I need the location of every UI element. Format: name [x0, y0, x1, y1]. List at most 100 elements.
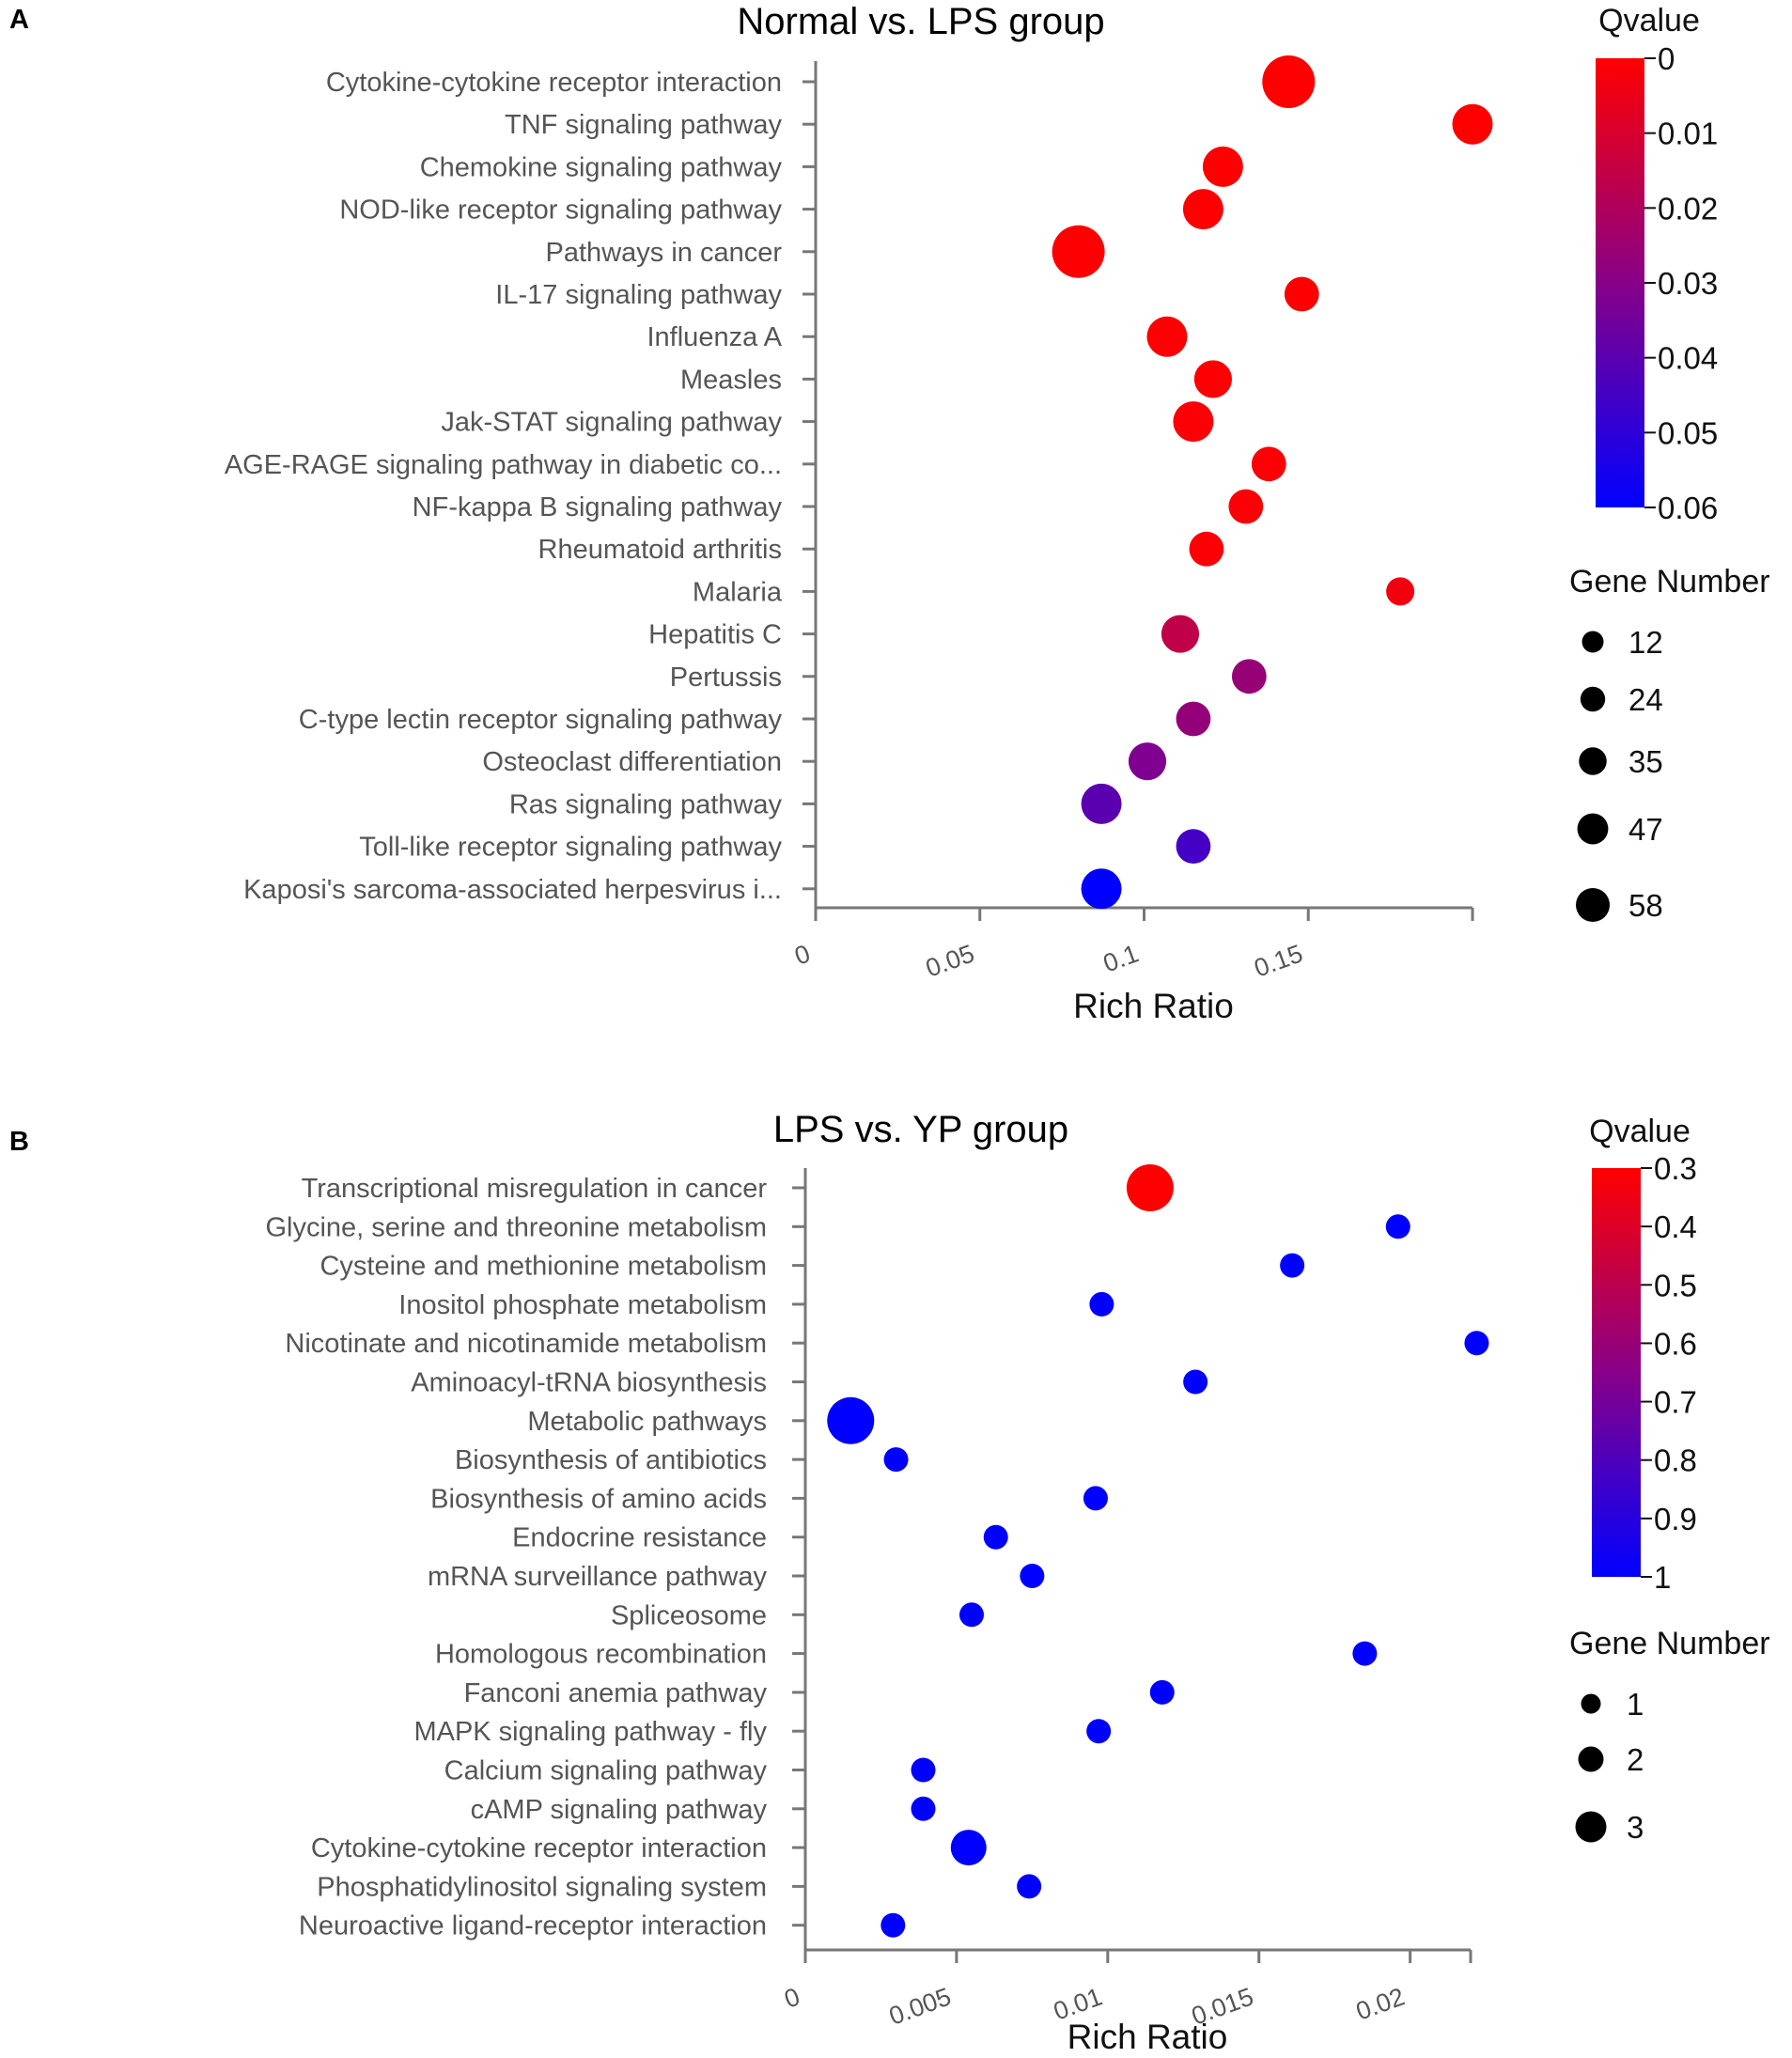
- panel-a-qvalue-colorbar: [1596, 58, 1644, 507]
- panel-a-category-label: Osteoclast differentiation: [482, 747, 782, 777]
- panel-a-x-tick-label: 0.1: [1099, 939, 1143, 977]
- panel-b-data-point: [1464, 1331, 1489, 1356]
- panel-b-colorbar-tick-label: 0.9: [1654, 1502, 1697, 1536]
- panel-b-gene-number-legend-label: 1: [1627, 1687, 1644, 1722]
- panel-b-data-point: [1183, 1369, 1208, 1395]
- panel-b-colorbar-tick-label: 0.3: [1654, 1151, 1697, 1186]
- panel-b-category-label: Metabolic pathways: [527, 1407, 767, 1437]
- panel-b-colorbar-tick-label: 0.8: [1654, 1443, 1697, 1478]
- panel-a-label: A: [9, 5, 29, 35]
- panel-b-data-point: [1089, 1291, 1114, 1317]
- panel-b-colorbar-tick-label: 1: [1654, 1560, 1671, 1595]
- panel-b-gene-number-legend-marker: [1581, 1693, 1601, 1714]
- panel-a-gene-number-legend-label: 35: [1628, 744, 1663, 779]
- panel-b-category-label: Biosynthesis of antibiotics: [455, 1445, 767, 1475]
- panel-b-data-point: [1083, 1486, 1108, 1511]
- panel-a-gene-number-legend-marker: [1576, 888, 1610, 922]
- panel-a-category-label: AGE-RAGE signaling pathway in diabetic c…: [225, 450, 782, 480]
- panel-b-data-point: [1126, 1164, 1174, 1211]
- panel-b-data-point: [950, 1830, 987, 1866]
- panel-a-data-point: [1161, 615, 1200, 653]
- panel-a-colorbar-tick-label: 0.06: [1658, 491, 1718, 525]
- panel-a-colorbar-tick-label: 0.04: [1658, 341, 1718, 376]
- panel-a-category-label: Jak-STAT signaling pathway: [441, 408, 782, 438]
- panel-a-colorbar-tick-label: 0.05: [1658, 415, 1718, 450]
- panel-b-qvalue-legend-title: Qvalue: [1589, 1114, 1691, 1149]
- panel-a-category-label: Rheumatoid arthritis: [538, 535, 783, 565]
- panel-a-colorbar-tick-label: 0: [1658, 41, 1675, 76]
- panel-a-data-point: [1452, 103, 1493, 145]
- panel-b-category-label: mRNA surveillance pathway: [428, 1562, 768, 1592]
- panel-a-data-point: [1128, 742, 1167, 781]
- panel-b-data-point: [1149, 1679, 1175, 1705]
- panel-b-category-label: Phosphatidylinositol signaling system: [317, 1872, 767, 1902]
- panel-a-gene-number-legend-marker: [1580, 686, 1606, 712]
- panel-a-category-label: Toll-like receptor signaling pathway: [359, 833, 782, 863]
- panel-a-category-label: Pertussis: [670, 663, 782, 693]
- panel-b-data-point: [827, 1396, 875, 1444]
- panel-b-data-point: [1020, 1564, 1045, 1588]
- panel-b-x-tick-label: 0.02: [1352, 1982, 1409, 2025]
- panel-b-label: B: [9, 1127, 29, 1157]
- panel-b-category-label: Neuroactive ligand-receptor interaction: [299, 1911, 767, 1941]
- panel-b-x-tick-label: 0: [781, 1982, 803, 2013]
- panel-a-gene-number-legend-label: 58: [1628, 888, 1663, 923]
- panel-b-qvalue-colorbar: [1592, 1168, 1641, 1577]
- panel-a-gene-number-legend-title: Gene Number: [1569, 564, 1770, 600]
- panel-a-category-label: NF-kappa B signaling pathway: [413, 492, 783, 522]
- panel-b-gene-number-legend-label: 2: [1627, 1742, 1644, 1777]
- panel-a-gene-number-legend-label: 47: [1628, 812, 1663, 847]
- panel-b-x-tick-label: 0.005: [885, 1982, 955, 2030]
- panel-a-data-point: [1182, 189, 1223, 230]
- panel-a-data-point: [1228, 489, 1264, 524]
- panel-a-category-label: Influenza A: [647, 322, 783, 352]
- panel-a-gene-number-legend-label: 24: [1628, 682, 1663, 717]
- panel-a-gene-number-legend-marker: [1582, 631, 1604, 653]
- panel-a-data-point: [1081, 783, 1122, 824]
- panel-a-category-label: Hepatitis C: [648, 620, 782, 650]
- panel-b-data-point: [1086, 1719, 1112, 1744]
- panel-b-data-point: [1352, 1641, 1378, 1666]
- panel-a-data-point: [1231, 659, 1267, 694]
- panel-b-category-label: Calcium signaling pathway: [444, 1756, 768, 1786]
- panel-b-category-label: Aminoacyl-tRNA biosynthesis: [411, 1368, 767, 1398]
- panel-a-data-point: [1052, 225, 1105, 278]
- panel-b-data-point: [959, 1602, 984, 1628]
- panel-a-colorbar-tick-label: 0.03: [1658, 266, 1718, 301]
- panel-b-category-label: Homologous recombination: [435, 1640, 767, 1670]
- panel-b-data-point: [911, 1796, 936, 1821]
- panel-b-category-label: Spliceosome: [611, 1600, 767, 1630]
- panel-b-colorbar-tick-label: 0.7: [1654, 1385, 1697, 1420]
- panel-b-gene-number-legend-marker: [1575, 1811, 1607, 1843]
- panel-a-category-label: NOD-like receptor signaling pathway: [339, 195, 782, 226]
- panel-b-colorbar-tick-label: 0.6: [1654, 1326, 1697, 1361]
- panel-b-colorbar-tick-label: 0.4: [1654, 1209, 1697, 1244]
- panel-b-category-label: Cysteine and methionine metabolism: [319, 1252, 767, 1282]
- panel-a-data-point: [1189, 531, 1224, 567]
- panel-b-gene-number-legend-label: 3: [1627, 1810, 1644, 1845]
- panel-b-gene-number-legend-marker: [1578, 1746, 1604, 1772]
- panel-b-data-point: [911, 1757, 936, 1783]
- panel-a-gene-number-legend-marker: [1577, 813, 1609, 845]
- panel-b-category-label: Nicotinate and nicotinamide metabolism: [285, 1329, 767, 1359]
- panel-b-category-label: Glycine, serine and threonine metabolism: [265, 1212, 767, 1242]
- panel-b-category-label: Inositol phosphate metabolism: [398, 1290, 767, 1320]
- panel-b-gene-number-legend-title: Gene Number: [1569, 1626, 1770, 1661]
- panel-b-category-label: Cytokine-cytokine receptor interaction: [311, 1833, 767, 1863]
- panel-b-x-axis-title: Rich Ratio: [1067, 2018, 1228, 2056]
- panel-b-category-label: Endocrine resistance: [512, 1523, 767, 1553]
- panel-b-category-label: Fanconi anemia pathway: [464, 1678, 768, 1708]
- panel-b-title: LPS vs. YP group: [773, 1109, 1068, 1150]
- panel-a-x-tick-label: 0: [791, 939, 814, 970]
- panel-b-data-point: [1385, 1214, 1410, 1239]
- panel-b-colorbar-tick-label: 0.5: [1654, 1268, 1697, 1302]
- panel-a-data-point: [1193, 360, 1232, 398]
- panel-a-data-point: [1262, 55, 1316, 108]
- panel-b-category-label: Biosynthesis of amino acids: [430, 1484, 767, 1514]
- panel-a-category-label: Chemokine signaling pathway: [420, 152, 783, 182]
- panel-a-title: Normal vs. LPS group: [737, 1, 1104, 42]
- panel-a-category-label: IL-17 signaling pathway: [495, 280, 782, 310]
- panel-b-data-point: [880, 1912, 906, 1938]
- panel-a-category-label: Ras signaling pathway: [509, 789, 783, 819]
